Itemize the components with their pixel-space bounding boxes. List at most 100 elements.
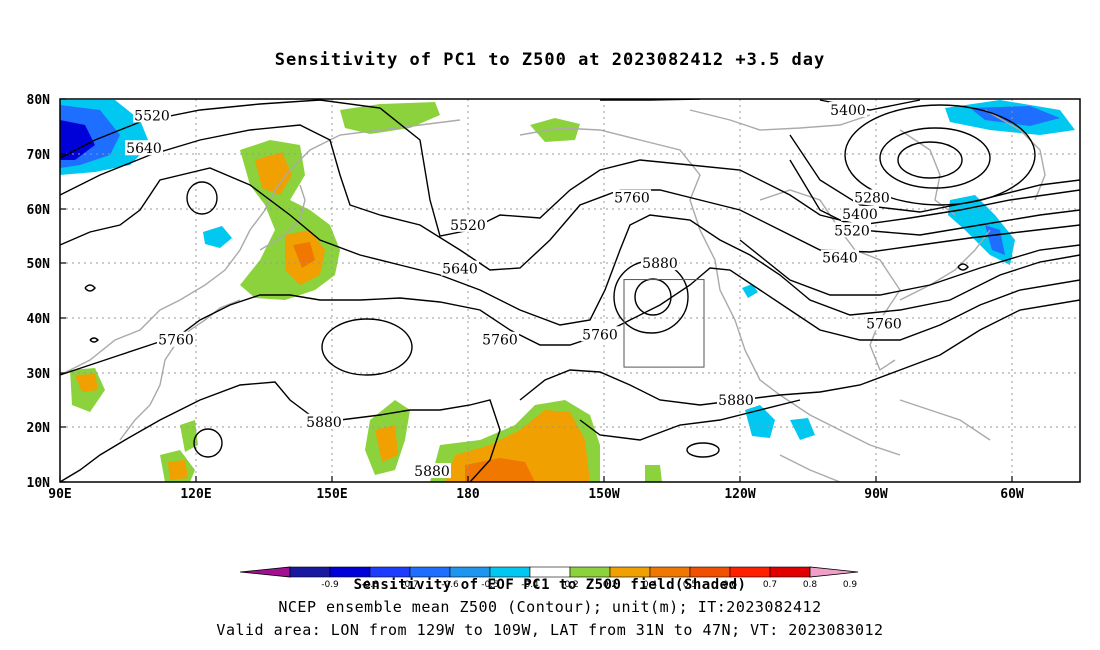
- contour-label: 5880: [414, 464, 450, 480]
- contour-label: 5880: [306, 415, 342, 431]
- colorbar-segment: [649, 566, 691, 578]
- colorbar-segment: [529, 566, 571, 578]
- colorbar-segment: [729, 566, 771, 578]
- lat-label: 70N: [27, 148, 51, 163]
- contour-low-5280: [879, 127, 991, 189]
- contour-label-bg: [613, 189, 651, 205]
- contour-5760-east: [739, 239, 1080, 296]
- contour-5640-east: [789, 159, 1080, 236]
- colorbar-segment: [609, 566, 651, 578]
- lon-label: 60W: [1000, 487, 1024, 502]
- lat-label: 60N: [27, 203, 51, 218]
- axis-ticks: [59, 98, 1013, 483]
- lon-label: 180: [456, 487, 480, 502]
- contour-label-bg: [481, 331, 519, 347]
- shade-positive-marianas-core: [375, 425, 398, 462]
- contour-5880-outer: [60, 267, 1080, 376]
- valid-area-box: [623, 279, 705, 368]
- plot-area: 5520564054005280540055205640576057605520…: [60, 99, 1080, 482]
- contour-label: 5760: [482, 333, 518, 349]
- colorbar-arrow-low: [239, 566, 291, 578]
- colorbar-segment: [329, 566, 371, 578]
- footer-line-3: Valid area: LON from 129W to 109W, LAT f…: [216, 621, 884, 639]
- contour-label-bg: [441, 260, 479, 276]
- contour-label-bg: [865, 315, 903, 331]
- colorbar-segment: [489, 566, 531, 578]
- shade-negative-labrador-core: [985, 225, 1005, 255]
- colorbar-segment: [289, 566, 331, 578]
- colorbar-tick-label: 0.8: [803, 580, 818, 590]
- contour-label-bg: [581, 326, 619, 342]
- contour-small-loop1: [84, 284, 96, 292]
- contour-label-bg: [821, 249, 859, 265]
- colorbar-tick-label: 0.5: [683, 580, 697, 590]
- contour-label: 5880: [642, 256, 678, 272]
- contour-label-bg: [125, 140, 163, 156]
- contour-high-hawaii: [686, 442, 720, 458]
- colorbar-segment: [409, 566, 451, 578]
- contour-label: 5880: [718, 393, 754, 409]
- shaded-sensitivity: [60, 100, 1075, 482]
- contour-high-dateline: [321, 318, 413, 376]
- contour-label-bg: [841, 205, 879, 221]
- lon-label: 90E: [48, 487, 71, 502]
- footer-line-1: Sensitivity of EOF PC1 to Z500 field(Sha…: [353, 577, 747, 593]
- colorbar-tick-label: 0.7: [763, 580, 777, 590]
- shade-positive-alaska: [530, 118, 580, 142]
- colorbar-segment: [369, 566, 411, 578]
- contour-label: 5640: [822, 251, 858, 267]
- colorbar-tick-label: -0.2: [561, 580, 579, 590]
- contour-label-bg: [829, 101, 867, 117]
- contour-small-loop3: [957, 263, 969, 271]
- shade-positive-bering: [340, 102, 440, 134]
- shade-negative-nw-deep: [60, 120, 95, 160]
- colorbar-tick-label: -0.8: [361, 580, 379, 590]
- map-title: Sensitivity of PC1 to Z500 at 2023082412…: [274, 50, 826, 70]
- shade-negative-ne-core: [970, 106, 1060, 126]
- footer-line-2: NCEP ensemble mean Z500 (Contour); unit(…: [278, 598, 822, 616]
- shade-positive-hawaii-east: [645, 465, 662, 482]
- colorbar-arrow-high: [809, 566, 859, 578]
- colorbar-segment: [769, 566, 811, 578]
- shade-positive-kamchatka: [240, 140, 340, 300]
- shade-negative-mexico2: [790, 418, 815, 440]
- contour-label: 5760: [582, 327, 618, 343]
- contour-low-5280-inner: [897, 141, 963, 179]
- contour-south-subtrop: [579, 399, 801, 441]
- colorbar-segment: [449, 566, 491, 578]
- shade-positive-japan-core2: [293, 242, 315, 268]
- plot-frame: [59, 98, 1081, 483]
- lat-label: 50N: [27, 257, 51, 272]
- colorbar-tick-label: -0.5: [481, 580, 499, 590]
- contour-label: 5760: [866, 316, 902, 332]
- colorbar-segment: [689, 566, 731, 578]
- colorbar-tick-label: -0.4: [521, 580, 539, 590]
- contour-label: 5640: [442, 262, 478, 278]
- lon-label: 150E: [316, 487, 347, 502]
- shade-positive-china-sea-core: [75, 374, 98, 392]
- shade-positive-philippines2-core: [168, 460, 188, 480]
- colorbar-tick-label: 0.6: [723, 580, 738, 590]
- lat-label: 80N: [27, 93, 51, 108]
- contour-5760-main: [60, 167, 1080, 326]
- contour-low-5400: [844, 104, 1036, 206]
- lon-label: 120E: [180, 487, 211, 502]
- contour-label: 5400: [830, 103, 866, 119]
- shade-negative-japan-sea: [203, 226, 232, 248]
- contour-label-bg: [641, 255, 679, 271]
- contour-label: 5520: [450, 218, 486, 234]
- colorbar-tick-label: -0.9: [321, 580, 339, 590]
- contour-5520-east: [789, 134, 1080, 213]
- colorbar-tick-label: -0.6: [441, 580, 459, 590]
- colorbar-tick-label: -0.7: [401, 580, 419, 590]
- lon-labels: 90E 120E 150E 180 150W 120W 90W 60W: [48, 487, 1024, 502]
- contour-label: 5280: [854, 190, 890, 206]
- lat-label: 20N: [27, 421, 51, 436]
- colorbar-tick-label: 0.4: [643, 580, 658, 590]
- lat-label: 30N: [27, 367, 51, 382]
- contour-label: 5520: [834, 223, 870, 239]
- lat-label: 40N: [27, 312, 51, 327]
- colorbar: -0.9 -0.8 -0.7 -0.6 -0.5 -0.4 -0.2 0.2 0.4 0.5 0.6…: [239, 566, 859, 590]
- colorbar-segment: [569, 566, 611, 578]
